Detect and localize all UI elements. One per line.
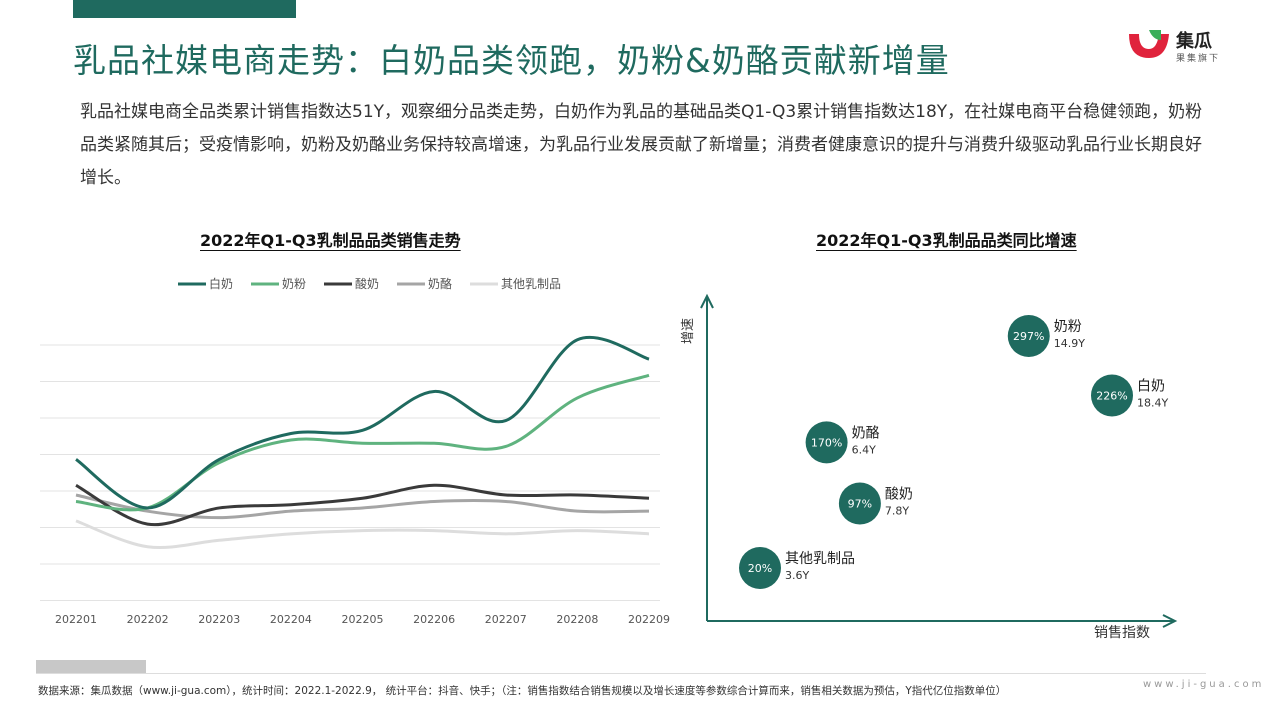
bubble-index-label: 3.6Y [785, 569, 809, 582]
y-axis-arrow [700, 293, 714, 309]
x-tick-label: 202203 [198, 613, 240, 626]
bubble-index-label: 18.4Y [1137, 396, 1168, 409]
bubble-index-label: 14.9Y [1054, 337, 1085, 350]
x-tick-label: 202207 [485, 613, 527, 626]
line-chart: 202201 202202 202203 202204 202205 202206 2022… [40, 276, 670, 626]
bubble-value-label: 20% [748, 562, 772, 575]
logo-mark-icon [1129, 30, 1169, 58]
x-tick-label: 202204 [270, 613, 312, 626]
legend-label: 其他乳制品 [501, 277, 561, 291]
bubble-value-label: 226% [1096, 389, 1127, 402]
x-axis-arrow [1162, 614, 1178, 628]
x-tick-label: 202201 [55, 613, 97, 626]
line-chart-title: 2022年Q1-Q3乳制品品类销售走势 [200, 231, 461, 250]
scrollbar[interactable] [36, 660, 1206, 674]
x-axis-label: 销售指数 [1094, 625, 1150, 641]
bubble-奶粉 [1007, 315, 1050, 357]
logo-name: 集瓜 [1176, 31, 1212, 52]
bubble-value-label: 170% [811, 436, 842, 449]
logo: 集瓜 果集旗下 [1127, 24, 1257, 68]
series-line-其他乳制品 [75, 519, 650, 550]
bubble-酸奶 [838, 482, 881, 525]
series-line-酸奶 [75, 483, 650, 527]
legend-label: 奶粉 [282, 277, 306, 291]
x-tick-label: 202208 [556, 613, 598, 626]
bubble-白奶 [1091, 374, 1133, 417]
series-line-白奶 [75, 335, 650, 510]
legend-label: 白奶 [209, 276, 233, 291]
source-note: 数据来源：集瓜数据（www.ji-gua.com），统计时间：2022.1-20… [38, 685, 1007, 697]
top-accent-bar [73, 0, 296, 18]
bubble-index-label: 6.4Y [852, 443, 876, 456]
bubble-name-label: 白奶 [1137, 378, 1165, 394]
page-title: 乳品社媒电商走势：白奶品类领跑，奶粉&奶酪贡献新增量 [73, 41, 950, 80]
series-line-奶粉 [75, 373, 650, 512]
logo-slogan: 果集旗下 [1176, 54, 1221, 64]
x-tick-label: 202205 [342, 613, 384, 626]
x-tick-label: 202209 [628, 613, 670, 626]
bubble-value-label: 297% [1013, 330, 1044, 343]
legend-label: 酸奶 [355, 276, 379, 291]
site-watermark: www.ji-gua.com [1143, 679, 1265, 690]
x-tick-label: 202206 [413, 613, 455, 626]
y-axis-label: 增速 [681, 318, 696, 344]
bubble-value-label: 97% [848, 498, 872, 511]
bubble-name-label: 奶酪 [852, 425, 880, 441]
x-tick-label: 202202 [127, 613, 169, 626]
bubble-name-label: 其他乳制品 [785, 551, 855, 567]
bubble-index-label: 7.8Y [885, 505, 909, 518]
legend-label: 奶酪 [428, 276, 452, 291]
description-text: 乳品社媒电商全品类累计销售指数达51Y，观察细分品类走势，白奶作为乳品的基础品类… [80, 102, 1203, 188]
series-line-奶酪 [75, 493, 650, 520]
bubble-name-label: 酸奶 [885, 487, 913, 503]
bubble-chart-title: 2022年Q1-Q3乳制品品类同比增速 [816, 231, 1077, 250]
scrollbar-thumb[interactable] [36, 660, 146, 673]
bubble-奶酪 [805, 421, 848, 464]
bubble-其他乳制品 [739, 547, 781, 589]
bubble-name-label: 奶粉 [1054, 319, 1082, 335]
